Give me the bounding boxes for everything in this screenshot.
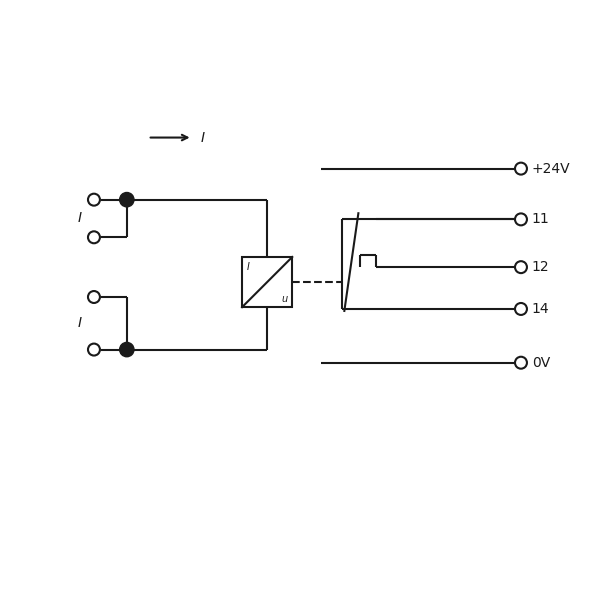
Text: 12: 12 — [532, 260, 550, 274]
Circle shape — [515, 214, 527, 226]
Circle shape — [88, 232, 100, 243]
Circle shape — [88, 194, 100, 206]
Text: 14: 14 — [532, 302, 550, 316]
Circle shape — [515, 303, 527, 315]
Text: $I$: $I$ — [200, 131, 205, 145]
Text: +24V: +24V — [532, 161, 571, 176]
Bar — [242, 257, 292, 307]
Text: $I$: $I$ — [77, 211, 83, 226]
Circle shape — [88, 344, 100, 356]
Circle shape — [515, 357, 527, 368]
Circle shape — [515, 261, 527, 273]
Text: $u$: $u$ — [281, 294, 289, 304]
Circle shape — [119, 343, 134, 357]
Text: $I$: $I$ — [77, 316, 83, 330]
Circle shape — [515, 163, 527, 175]
Circle shape — [88, 291, 100, 303]
Text: $I$: $I$ — [245, 260, 250, 272]
Text: 11: 11 — [532, 212, 550, 226]
Circle shape — [119, 193, 134, 207]
Text: 0V: 0V — [532, 356, 550, 370]
